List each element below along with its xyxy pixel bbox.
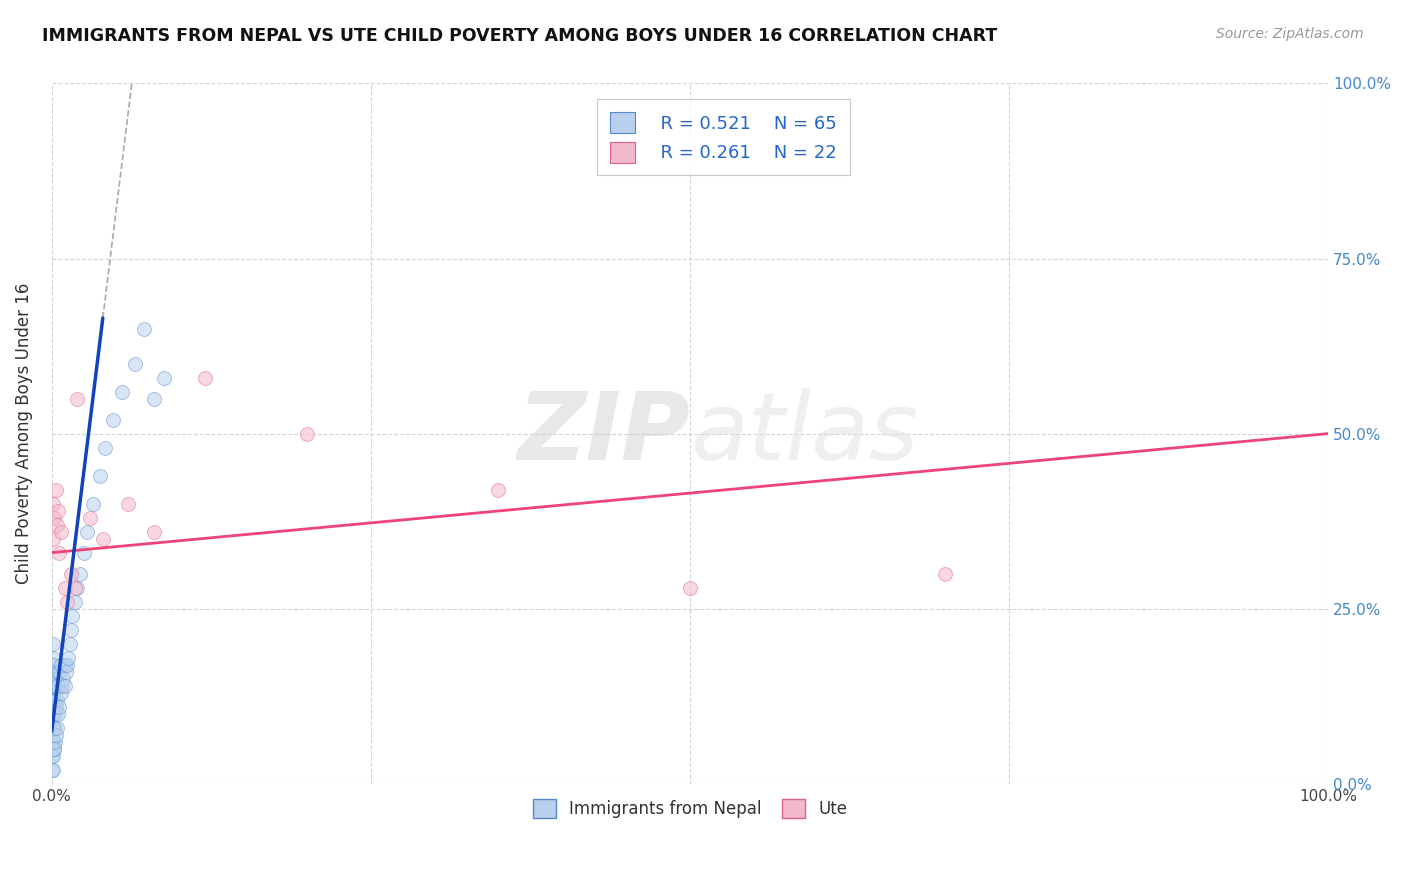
Point xyxy=(60,608,83,623)
Legend: Immigrants from Nepal, Ute: Immigrants from Nepal, Ute xyxy=(526,792,853,824)
Point xyxy=(69,566,91,581)
Point xyxy=(66,581,89,595)
Point xyxy=(48,546,70,560)
Text: Source: ZipAtlas.com: Source: ZipAtlas.com xyxy=(1216,27,1364,41)
Point xyxy=(49,657,72,672)
Point xyxy=(53,679,76,693)
Point xyxy=(56,657,79,672)
Point xyxy=(117,497,139,511)
Point xyxy=(49,686,72,700)
Point xyxy=(44,692,66,706)
Point xyxy=(45,665,67,679)
Point xyxy=(44,706,66,721)
Point xyxy=(79,510,101,524)
Point xyxy=(44,672,66,686)
Point xyxy=(46,679,69,693)
Point xyxy=(42,699,65,714)
Point xyxy=(45,517,67,532)
Point xyxy=(42,741,65,756)
Point xyxy=(66,392,89,406)
Point xyxy=(42,532,65,546)
Point xyxy=(101,412,124,426)
Point xyxy=(153,370,176,384)
Point xyxy=(111,384,134,399)
Point xyxy=(55,665,77,679)
Point xyxy=(45,672,67,686)
Point xyxy=(124,357,146,371)
Point xyxy=(44,735,66,749)
Point xyxy=(49,524,72,539)
Point xyxy=(42,763,65,777)
Point xyxy=(42,672,65,686)
Point xyxy=(45,699,67,714)
Point xyxy=(42,497,65,511)
Text: atlas: atlas xyxy=(690,388,918,479)
Point xyxy=(142,524,165,539)
Point xyxy=(142,392,165,406)
Point xyxy=(44,741,66,756)
Point xyxy=(59,566,82,581)
Point xyxy=(42,692,65,706)
Point xyxy=(488,483,510,497)
Point xyxy=(63,581,86,595)
Point xyxy=(295,426,318,441)
Point xyxy=(82,497,104,511)
Point xyxy=(53,581,76,595)
Point xyxy=(59,623,82,637)
Point xyxy=(41,721,63,735)
Point xyxy=(42,721,65,735)
Point xyxy=(42,735,65,749)
Point xyxy=(132,321,155,335)
Point xyxy=(91,532,114,546)
Point xyxy=(53,657,76,672)
Point xyxy=(52,672,75,686)
Point xyxy=(44,510,66,524)
Point xyxy=(44,679,66,693)
Y-axis label: Child Poverty Among Boys Under 16: Child Poverty Among Boys Under 16 xyxy=(15,283,32,584)
Point xyxy=(51,679,73,693)
Point xyxy=(41,735,63,749)
Point xyxy=(42,637,65,651)
Point xyxy=(73,546,96,560)
Point xyxy=(46,706,69,721)
Point xyxy=(45,692,67,706)
Point xyxy=(56,595,79,609)
Point xyxy=(46,503,69,517)
Point xyxy=(76,524,98,539)
Point xyxy=(58,650,80,665)
Point xyxy=(679,581,702,595)
Text: ZIP: ZIP xyxy=(517,388,690,480)
Point xyxy=(42,706,65,721)
Text: IMMIGRANTS FROM NEPAL VS UTE CHILD POVERTY AMONG BOYS UNDER 16 CORRELATION CHART: IMMIGRANTS FROM NEPAL VS UTE CHILD POVER… xyxy=(42,27,997,45)
Point xyxy=(48,699,70,714)
Point xyxy=(45,483,67,497)
Point xyxy=(48,665,70,679)
Point xyxy=(42,748,65,763)
Point xyxy=(44,721,66,735)
Point xyxy=(41,706,63,721)
Point xyxy=(45,721,67,735)
Point xyxy=(42,679,65,693)
Point xyxy=(934,566,956,581)
Point xyxy=(41,692,63,706)
Point xyxy=(42,721,65,735)
Point xyxy=(94,441,117,455)
Point xyxy=(89,468,111,483)
Point xyxy=(194,370,217,384)
Point xyxy=(41,665,63,679)
Point xyxy=(41,679,63,693)
Point xyxy=(42,650,65,665)
Point xyxy=(41,748,63,763)
Point xyxy=(63,595,86,609)
Point xyxy=(45,728,67,742)
Point xyxy=(41,763,63,777)
Point xyxy=(59,637,82,651)
Point xyxy=(42,657,65,672)
